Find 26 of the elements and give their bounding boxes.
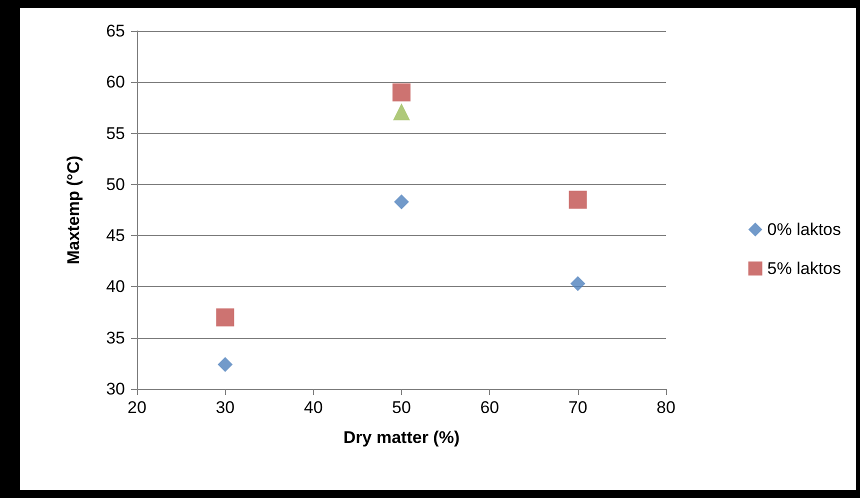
x-axis-title: Dry matter (%) bbox=[343, 428, 460, 447]
x-tick-label: 50 bbox=[392, 398, 411, 417]
x-tick-label: 30 bbox=[216, 398, 235, 417]
y-tick-label: 30 bbox=[106, 380, 125, 398]
legend-label: 5% laktos bbox=[767, 259, 841, 278]
point bbox=[392, 83, 410, 102]
point bbox=[568, 190, 587, 209]
y-axis-title: Maxtemp (°C) bbox=[64, 156, 83, 264]
y-tick-label: 50 bbox=[106, 174, 125, 194]
y-tick-label: 35 bbox=[106, 328, 125, 348]
y-tick-label: 65 bbox=[106, 22, 125, 40]
point bbox=[570, 276, 586, 292]
y-tick-label: 45 bbox=[106, 226, 125, 246]
y-tick-label: 60 bbox=[106, 72, 125, 92]
point bbox=[394, 194, 409, 210]
x-tick-label: 60 bbox=[480, 398, 500, 417]
point bbox=[216, 308, 234, 326]
x-tick-label: 40 bbox=[304, 398, 323, 417]
y-tick-label: 55 bbox=[106, 124, 125, 143]
x-tick-label: 20 bbox=[128, 398, 146, 417]
y-tick-label: 40 bbox=[106, 277, 125, 296]
point bbox=[393, 103, 410, 120]
x-tick-label: 80 bbox=[656, 398, 676, 417]
point bbox=[218, 356, 233, 372]
legend-label: 0% laktos bbox=[767, 220, 841, 239]
x-tick-label: 70 bbox=[568, 398, 588, 417]
